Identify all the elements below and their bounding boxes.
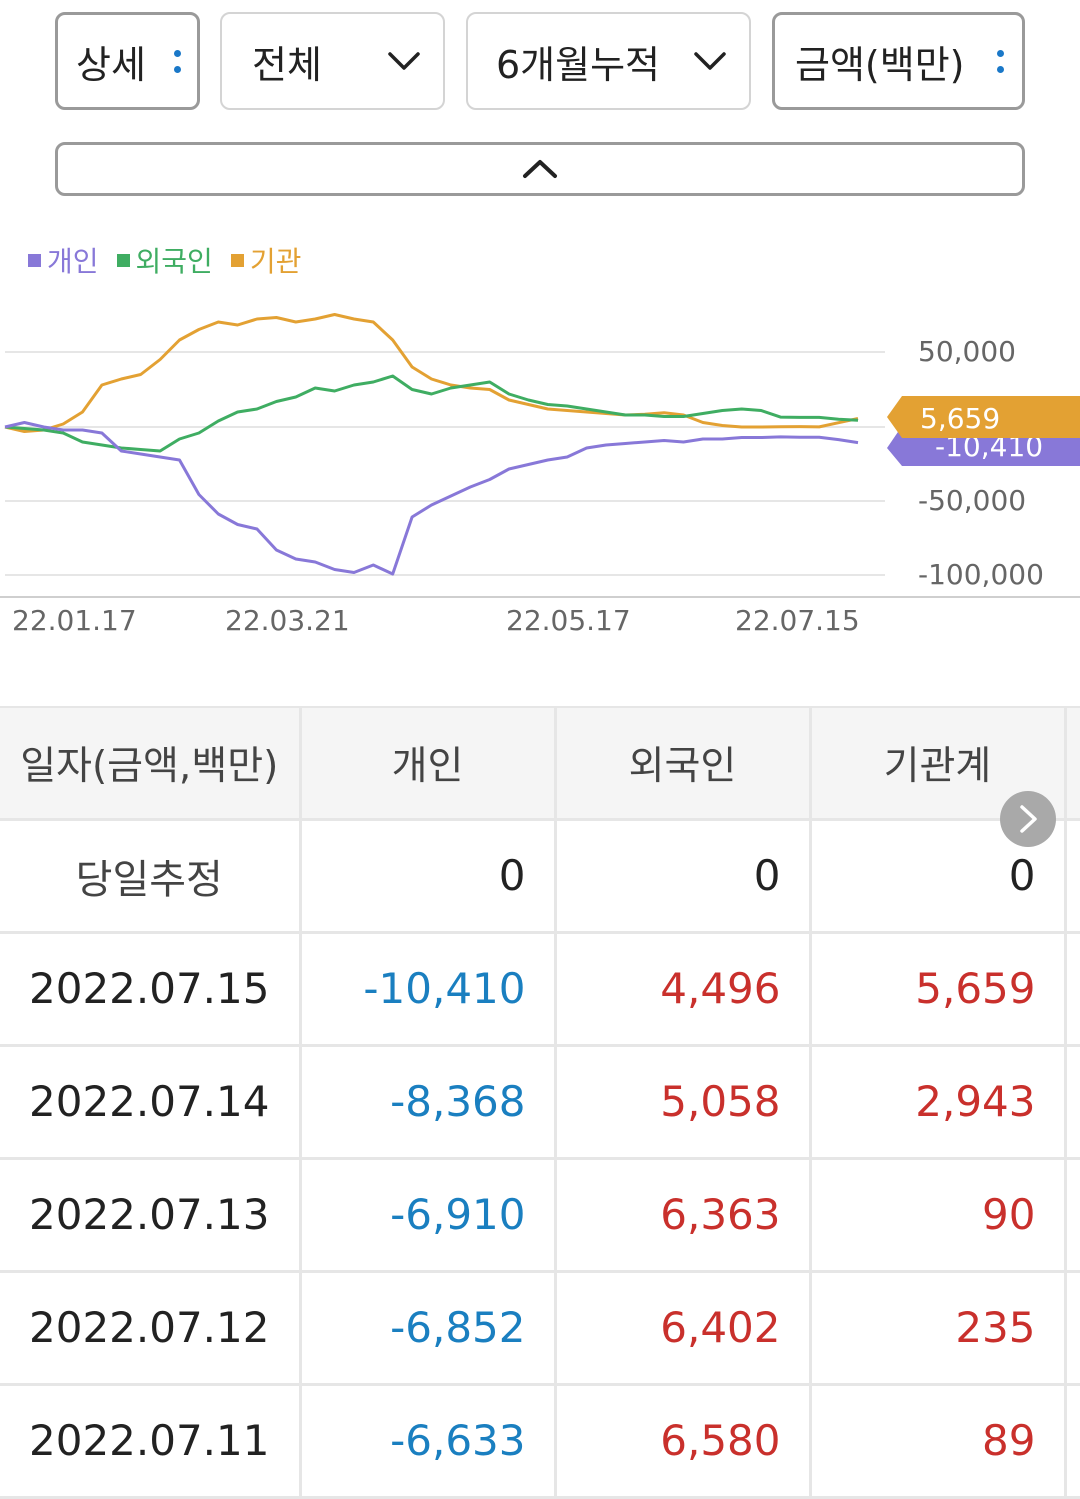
y-tick-label: -100,000	[918, 558, 1044, 591]
y-tick-label: -50,000	[918, 484, 1026, 517]
series-line-기관	[4, 313, 859, 433]
row-date: 2022.07.11	[0, 1384, 302, 1499]
row-foreign: 5,058	[555, 1045, 812, 1160]
row-overflow	[1065, 1158, 1080, 1273]
scope-dropdown[interactable]: 전체	[220, 12, 445, 110]
series-line-외국인	[4, 374, 859, 453]
legend-label: 개인	[47, 245, 99, 278]
x-tick-label: 22.03.21	[225, 604, 350, 637]
row-date: 2022.07.15	[0, 932, 302, 1047]
row-foreign: 6,363	[555, 1158, 812, 1273]
table-row: 2022.07.14 -8,368 5,058 2,943	[0, 1045, 1080, 1160]
row-institution: 89	[810, 1384, 1067, 1499]
row-institution: 5,659	[810, 932, 1067, 1047]
row-individual: -8,368	[300, 1045, 557, 1160]
chart-collapse-button[interactable]	[55, 142, 1025, 196]
table-scroll-right-button[interactable]	[1000, 791, 1056, 847]
row-individual: -10,410	[300, 932, 557, 1047]
table-row: 2022.07.15 -10,410 4,496 5,659	[0, 932, 1080, 1047]
column-header-individual: 개인	[300, 706, 557, 821]
column-header-institution: 기관계	[810, 706, 1067, 821]
legend-item-institution: 기관	[230, 240, 302, 280]
row-overflow	[1065, 932, 1080, 1047]
row-individual: -6,633	[300, 1384, 557, 1499]
row-date: 2022.07.14	[0, 1045, 302, 1160]
series-line-개인	[4, 421, 859, 576]
value-tag-text: 5,659	[920, 402, 1000, 435]
scope-dropdown-label: 전체	[252, 42, 322, 87]
row-individual: 0	[300, 819, 557, 934]
chevron-up-icon	[523, 160, 557, 178]
row-institution: 235	[810, 1271, 1067, 1386]
investor-flow-chart: 50,000 -50,000 -100,000 22.01.17 22.03.2…	[0, 313, 1080, 637]
table-row: 2022.07.13 -6,910 6,363 90	[0, 1158, 1080, 1273]
row-foreign: 0	[555, 819, 812, 934]
x-tick-label: 22.05.17	[506, 604, 631, 637]
row-overflow	[1065, 1384, 1080, 1499]
unit-selector-label: 금액(백만)	[795, 42, 965, 87]
legend-swatch	[116, 253, 130, 267]
row-overflow	[1065, 1045, 1080, 1160]
row-overflow	[1065, 819, 1080, 934]
table-row: 2022.07.12 -6,852 6,402 235	[0, 1271, 1080, 1386]
column-header-foreign: 외국인	[555, 706, 812, 821]
row-date: 당일추정	[0, 819, 302, 934]
period-dropdown[interactable]: 6개월누적	[466, 12, 751, 110]
chevron-down-icon	[388, 52, 420, 70]
chart-legend: 개인 외국인 기관	[28, 240, 301, 280]
column-header-date: 일자(금액,백만)	[0, 706, 302, 821]
row-individual: -6,852	[300, 1271, 557, 1386]
y-tick-label: 50,000	[918, 335, 1016, 368]
table-row: 당일추정 0 0 0	[0, 819, 1080, 934]
current-value-tag-institution: 5,659	[887, 396, 1080, 438]
x-tick-label: 22.07.15	[735, 604, 860, 637]
legend-item-individual: 개인	[28, 240, 99, 280]
x-tick-label: 22.01.17	[12, 604, 137, 637]
column-header-overflow	[1065, 706, 1080, 821]
detail-selector-label: 상세	[76, 42, 146, 87]
legend-item-foreign: 외국인	[116, 240, 213, 280]
table-row: 2022.07.11 -6,633 6,580 89	[0, 1384, 1080, 1499]
detail-selector[interactable]: 상세	[55, 12, 200, 110]
row-individual: -6,910	[300, 1158, 557, 1273]
vertical-dots-icon	[997, 49, 1004, 73]
table-header-row: 일자(금액,백만) 개인 외국인 기관계	[0, 706, 1080, 821]
row-date: 2022.07.13	[0, 1158, 302, 1273]
row-overflow	[1065, 1271, 1080, 1386]
row-institution: 2,943	[810, 1045, 1067, 1160]
period-dropdown-label: 6개월누적	[496, 42, 661, 87]
row-institution: 90	[810, 1158, 1067, 1273]
row-foreign: 6,402	[555, 1271, 812, 1386]
legend-swatch	[28, 253, 41, 267]
row-date: 2022.07.12	[0, 1271, 302, 1386]
unit-selector[interactable]: 금액(백만)	[772, 12, 1025, 110]
vertical-dots-icon	[174, 49, 181, 73]
value-tag-shape	[887, 396, 1080, 438]
row-foreign: 6,580	[555, 1384, 812, 1499]
investor-flow-table: 일자(금액,백만) 개인 외국인 기관계 당일추정 0 0 0 2022.07.…	[0, 706, 1080, 1499]
legend-swatch	[230, 253, 244, 267]
chevron-right-icon	[1020, 805, 1037, 833]
legend-label: 외국인	[135, 245, 213, 278]
chevron-down-icon	[694, 52, 726, 70]
series-lines	[4, 313, 859, 576]
legend-label: 기관	[249, 245, 302, 278]
row-foreign: 4,496	[555, 932, 812, 1047]
